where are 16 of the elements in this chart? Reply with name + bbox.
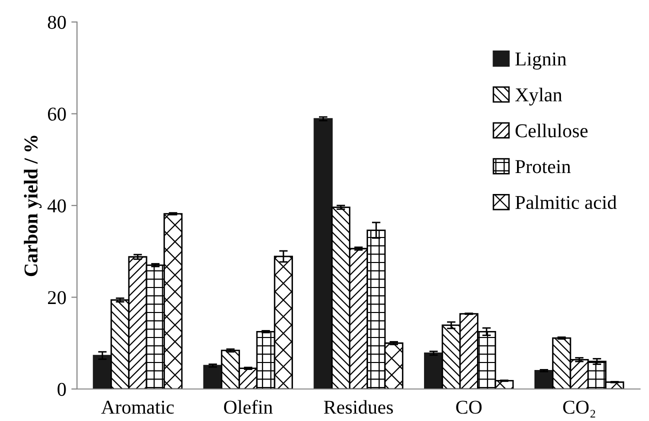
x-tick-label: CO₂ [563, 400, 596, 418]
legend-label: Cellulose [516, 124, 588, 138]
y-tick-label: 0 [58, 382, 66, 396]
x-tick-label: Olefin [224, 400, 273, 414]
y-axis-title: Carbon yield / % [24, 136, 42, 276]
y-tick-label: 60 [48, 108, 66, 121]
legend-label: Protein [515, 160, 571, 174]
x-tick-label: CO [456, 400, 482, 414]
y-tick-label: 80 [48, 16, 66, 29]
x-tick-label: Aromatic [101, 400, 174, 414]
legend-label: Palmitic acid [515, 195, 617, 210]
legend-label: Xylan [515, 88, 562, 106]
x-tick-label: Residues [324, 400, 393, 414]
y-tick-label: 40 [48, 199, 66, 212]
legend-label: Lignin [515, 52, 566, 70]
y-tick-label: 20 [48, 291, 66, 304]
